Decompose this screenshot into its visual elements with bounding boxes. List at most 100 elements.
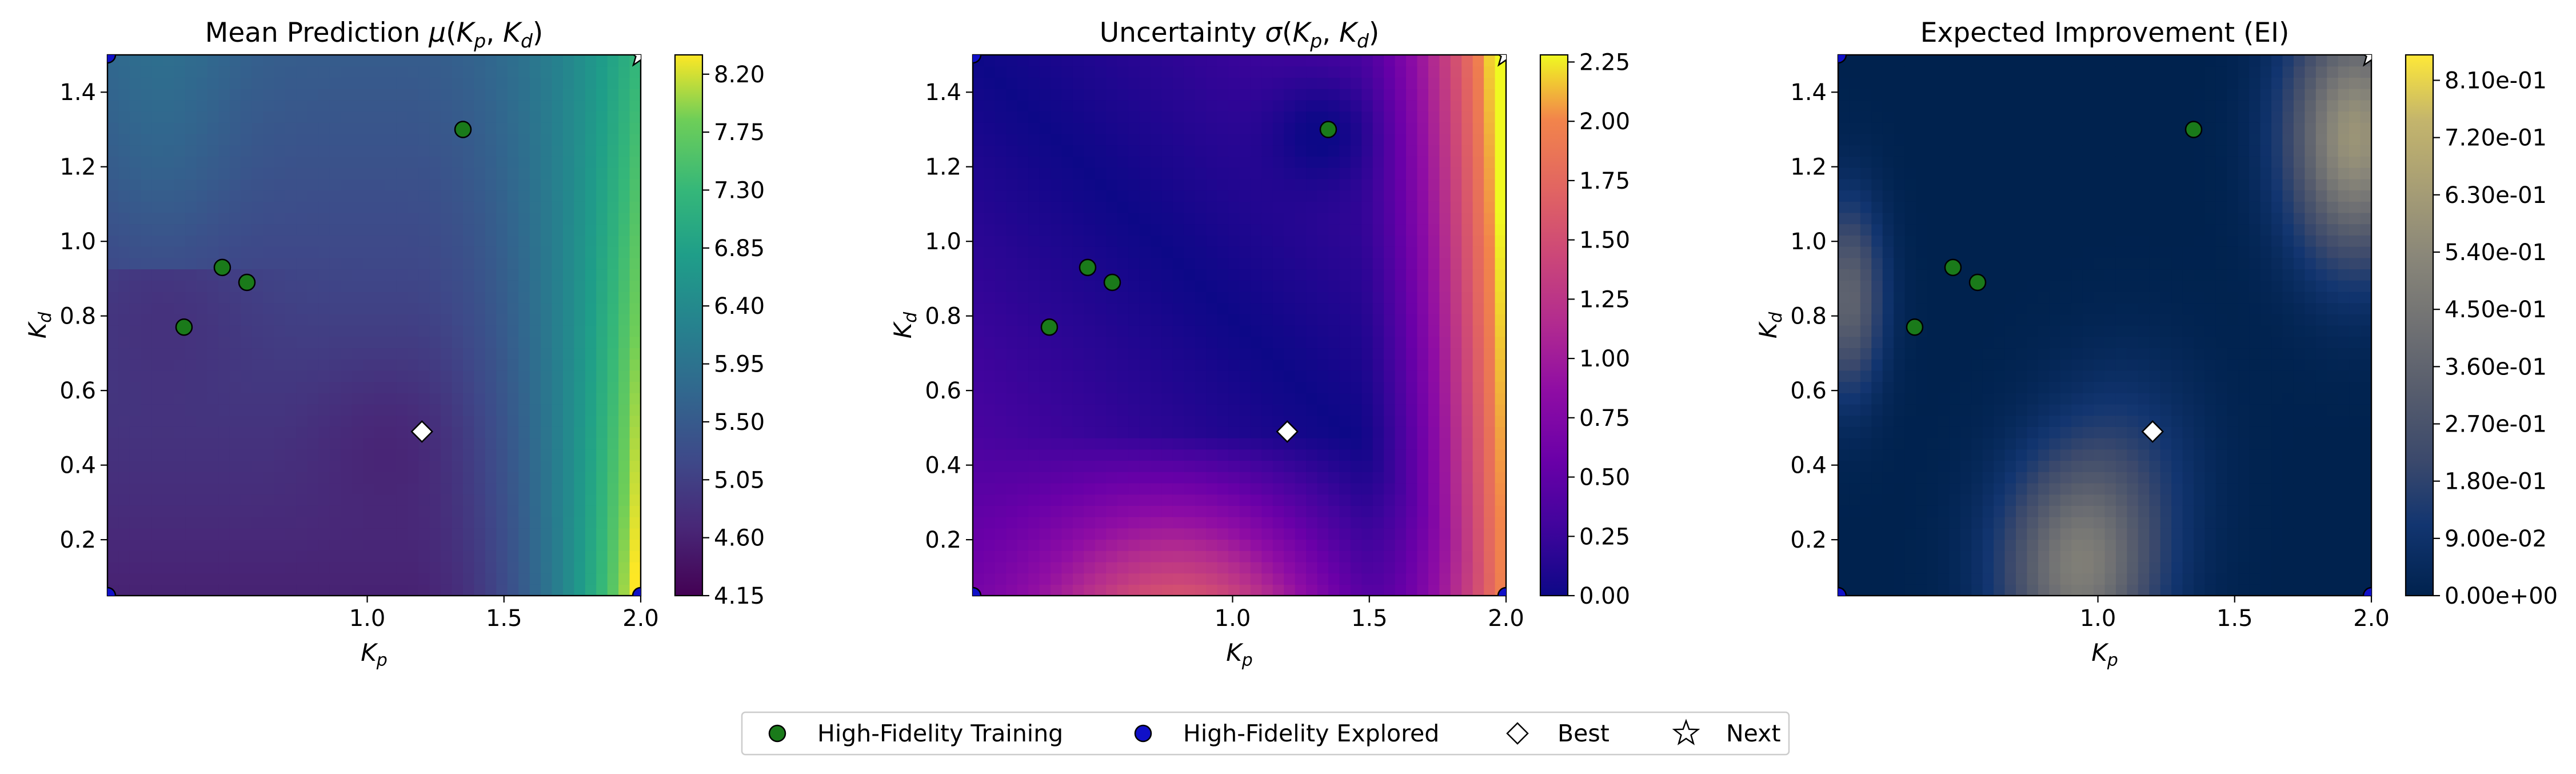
colorbar-tick-label: 5.40e-01 (2445, 240, 2547, 266)
panel-title: Mean Prediction μ(Kp, Kd) (205, 17, 543, 52)
colorbar-tick-label: 5.05 (714, 467, 765, 493)
y-tick-label: 1.4 (1790, 79, 1827, 106)
training-point (239, 274, 255, 290)
colorbar-tick-label: 8.10e-01 (2445, 68, 2547, 94)
x-axis-label: Kp (1226, 639, 1253, 671)
colorbar-tick-label: 1.75 (1579, 168, 1630, 194)
y-tick-label: 0.4 (925, 453, 961, 479)
explored-point (99, 588, 115, 604)
explored-point (99, 47, 115, 63)
explored-point (965, 588, 981, 604)
x-tick-label: 1.5 (2216, 605, 2253, 632)
colorbar-tick-label: 4.60 (714, 525, 765, 552)
y-tick-label: 1.2 (925, 154, 961, 181)
colorbar-tick-label: 0.50 (1579, 465, 1630, 491)
y-tick-label: 0.6 (59, 378, 96, 404)
colorbar-tick-label: 7.20e-01 (2445, 125, 2547, 151)
y-tick-label: 1.2 (1790, 154, 1827, 181)
explored-point (1830, 588, 1846, 604)
colorbar-tick-label: 4.50e-01 (2445, 297, 2547, 323)
training-point (1104, 274, 1120, 290)
training-point (1945, 260, 1961, 276)
panel-title: Expected Improvement (EI) (1920, 17, 2290, 49)
y-axis-label: Kd (1754, 312, 1786, 339)
colorbar-tick-label: 7.30 (714, 178, 765, 204)
x-tick-label: 1.5 (486, 605, 522, 632)
colorbar-tick-label: 6.85 (714, 236, 765, 262)
training-point (1080, 260, 1096, 276)
y-tick-label: 1.4 (59, 79, 96, 106)
colorbar: 4.15 4.60 5.05 5.50 5.95 6.40 6.85 7.30 7.75 8.20 (675, 55, 765, 609)
training-point (1041, 319, 1057, 335)
y-axis-label: Kd (23, 312, 55, 339)
explored-point (1830, 47, 1846, 63)
y-tick-label: 0.8 (925, 304, 961, 330)
training-point (455, 121, 471, 137)
x-tick-label: 1.0 (1215, 605, 1251, 632)
x-tick-label: 2.0 (1488, 605, 1524, 632)
colorbar-tick-label: 7.75 (714, 119, 765, 146)
y-tick-label: 0.2 (925, 527, 961, 553)
colorbar-tick-label: 5.50 (714, 409, 765, 436)
colorbar-tick-label: 0.00e+00 (2445, 583, 2558, 609)
legend-marker-circle (1135, 725, 1151, 741)
y-tick-label: 1.4 (925, 79, 961, 106)
explored-point (965, 47, 981, 63)
training-point (176, 319, 192, 335)
colorbar: 0.00 0.25 0.50 0.75 1.00 1.25 1.50 1.75 2.00 2.25 (1540, 49, 1630, 609)
legend: High-Fidelity Training High-Fidelity Expl… (742, 712, 1789, 755)
panel-3: 1.0 1.5 2.0 0.2 0.4 0.6 0.8 1.0 1.2 1.4 Kp Kd Expect… (1754, 17, 2558, 671)
y-tick-label: 0.4 (1790, 453, 1827, 479)
colorbar-tick-label: 1.50 (1579, 228, 1630, 254)
colorbar-tick-label: 2.70e-01 (2445, 412, 2547, 438)
x-tick-label: 1.5 (1351, 605, 1388, 632)
colorbar-tick-label: 1.25 (1579, 286, 1630, 313)
colorbar-tick-label: 1.00 (1579, 346, 1630, 372)
colorbar-tick-label: 2.00 (1579, 109, 1630, 135)
colorbar-tick-label: 6.40 (714, 293, 765, 320)
y-tick-label: 1.0 (1790, 229, 1827, 255)
colorbar-tick-label: 8.20 (714, 62, 765, 88)
y-tick-label: 1.2 (59, 154, 96, 181)
training-point (2186, 121, 2202, 137)
colorbar-tick-label: 0.00 (1579, 583, 1630, 609)
colorbar-tick-label: 4.15 (714, 583, 765, 609)
training-point (214, 260, 230, 276)
x-tick-label: 2.0 (2353, 605, 2390, 632)
legend-marker-circle (769, 725, 785, 741)
panel-title: Uncertainty σ(Kp, Kd) (1100, 17, 1379, 52)
legend-label: High-Fidelity Training (817, 720, 1063, 747)
training-point (1320, 121, 1336, 137)
x-tick-label: 1.0 (349, 605, 386, 632)
colorbar-tick-label: 5.95 (714, 352, 765, 378)
x-tick-label: 2.0 (622, 605, 659, 632)
x-axis-label: Kp (361, 639, 388, 671)
colorbar-tick-label: 0.75 (1579, 405, 1630, 432)
training-point (1970, 274, 1986, 290)
legend-label: Best (1557, 720, 1609, 747)
y-axis-label: Kd (889, 312, 921, 339)
y-tick-label: 0.2 (59, 527, 96, 553)
y-tick-label: 0.8 (1790, 304, 1827, 330)
x-axis-label: Kp (2091, 639, 2118, 671)
legend-label: High-Fidelity Explored (1183, 720, 1439, 747)
y-tick-label: 0.2 (1790, 527, 1827, 553)
colorbar: 0.00e+00 9.00e-02 1.80e-01 2.70e-01 3.60e-01… (2406, 55, 2558, 609)
colorbar-tick-label: 2.25 (1579, 49, 1630, 75)
panel-1: 1.0 1.5 2.0 0.2 0.4 0.6 0.8 1.0 1.2 1.4 Kp Kd Mean P… (23, 17, 765, 671)
y-tick-label: 0.6 (925, 378, 961, 404)
x-tick-label: 1.0 (2080, 605, 2116, 632)
training-point (1907, 319, 1923, 335)
y-tick-label: 0.8 (59, 304, 96, 330)
y-tick-label: 0.4 (59, 453, 96, 479)
panel-2: 1.0 1.5 2.0 0.2 0.4 0.6 0.8 1.0 1.2 1.4 Kp Kd Uncert… (889, 17, 1630, 671)
y-tick-label: 0.6 (1790, 378, 1827, 404)
colorbar-tick-label: 3.60e-01 (2445, 354, 2547, 380)
colorbar-tick-label: 0.25 (1579, 524, 1630, 550)
colorbar-tick-label: 6.30e-01 (2445, 182, 2547, 209)
colorbar-tick-label: 1.80e-01 (2445, 469, 2547, 495)
colorbar-tick-label: 9.00e-02 (2445, 526, 2547, 552)
y-tick-label: 1.0 (925, 229, 961, 255)
y-tick-label: 1.0 (59, 229, 96, 255)
